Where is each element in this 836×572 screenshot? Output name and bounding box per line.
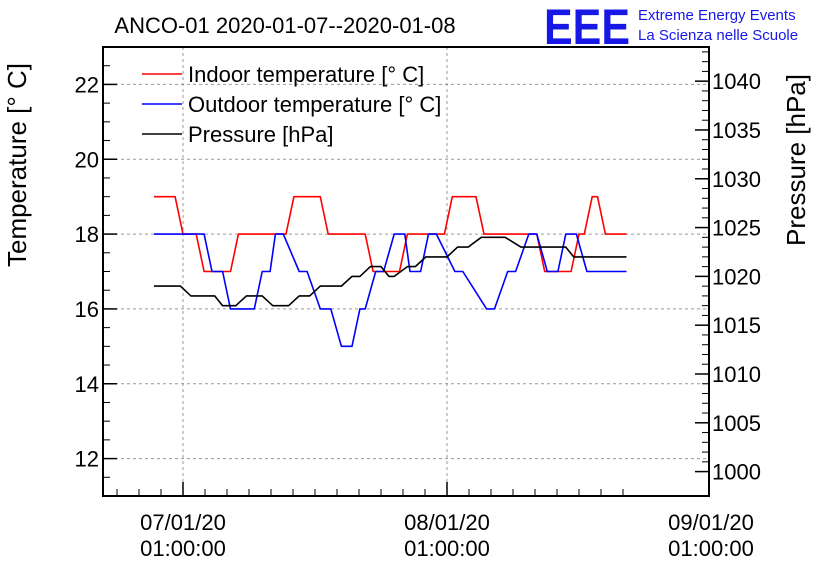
y-tick-label: 22 [75, 72, 99, 97]
legend-label-0: Indoor temperature [° C] [188, 62, 424, 87]
logo: EEE Extreme Energy Events La Scienza nel… [544, 0, 798, 55]
series-layer [154, 195, 627, 348]
legend-label-2: Pressure [hPa] [188, 122, 334, 147]
chart-title: ANCO-01 2020-01-07--2020-01-08 [114, 13, 455, 38]
x-tick-label: 07/01/20 [140, 510, 226, 535]
y2-tick-label: 1030 [712, 167, 761, 192]
y-axis-left: 12 14 16 18 20 22 [75, 46, 117, 497]
x-tick-label: 08/01/20 [404, 510, 490, 535]
y-tick-label: 16 [75, 297, 99, 322]
x-tick-label: 09/01/20 [668, 510, 754, 535]
y-tick-label: 12 [75, 447, 99, 472]
y2-tick-label: 1015 [712, 313, 761, 338]
y2-tick-label: 1000 [712, 460, 761, 485]
legend: Indoor temperature [° C] Outdoor temperat… [142, 62, 441, 147]
y2-tick-label: 1040 [712, 69, 761, 94]
y-axis-title: Temperature [° C] [2, 63, 32, 267]
y2-tick-label: 1010 [712, 362, 761, 387]
series-line-2 [154, 236, 627, 307]
y-axis-right: 1000 1005 1010 1015 1020 1025 1030 1035 1040 [695, 51, 761, 485]
x-tick-label: 01:00:00 [668, 536, 754, 561]
logo-line1: Extreme Energy Events [638, 7, 796, 24]
y-tick-label: 20 [75, 147, 99, 172]
y2-tick-label: 1035 [712, 118, 761, 143]
x-axis: 07/01/2001:00:0008/01/2001:00:0009/01/20… [116, 482, 754, 561]
legend-label-1: Outdoor temperature [° C] [188, 92, 441, 117]
y2-axis-title: Pressure [hPa] [781, 74, 811, 246]
y-tick-label: 14 [75, 372, 99, 397]
x-tick-label: 01:00:00 [140, 536, 226, 561]
y-tick-label: 18 [75, 222, 99, 247]
logo-mark: EEE [544, 0, 630, 55]
logo-line2: La Scienza nelle Scuole [638, 27, 798, 44]
series-line-1 [154, 233, 627, 348]
y2-tick-label: 1005 [712, 411, 761, 436]
y2-tick-label: 1025 [712, 216, 761, 241]
x-tick-label: 01:00:00 [404, 536, 490, 561]
y2-tick-label: 1020 [712, 264, 761, 289]
